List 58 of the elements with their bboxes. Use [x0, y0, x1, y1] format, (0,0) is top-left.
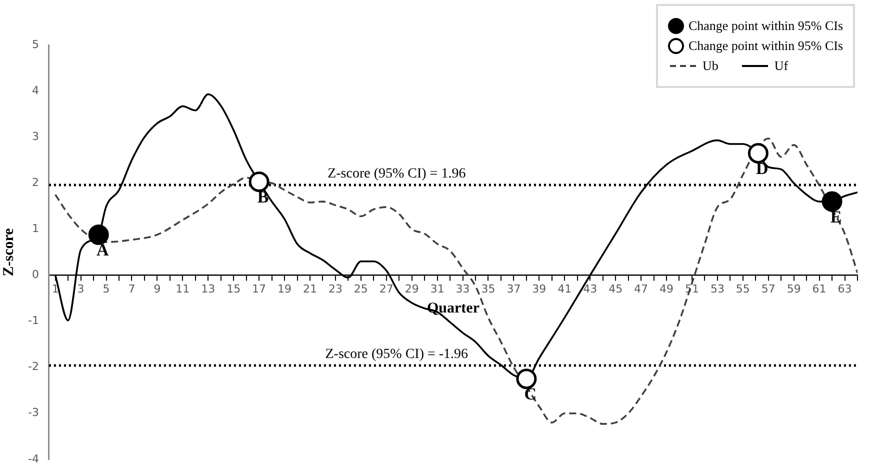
x-tick-label: 27	[379, 282, 394, 296]
y-tick-label: 0	[32, 268, 39, 282]
point	[248, 172, 270, 192]
x-tick-label: 63	[838, 282, 852, 296]
y-tick-label: -2	[28, 360, 39, 374]
x-tick-label: 3	[77, 282, 84, 296]
point	[822, 191, 842, 212]
x-tick-label: 59	[786, 282, 801, 296]
x-tick-label: 11	[176, 282, 190, 296]
x-tick-label: 45	[608, 282, 623, 296]
y-tick-label: -4	[28, 452, 39, 466]
x-tick-label: 17	[252, 282, 266, 296]
line-series	[54, 138, 858, 425]
legend-label: Change point within 95% CIs	[688, 38, 843, 54]
x-tick-label: 49	[660, 282, 674, 296]
x-tick-label: 7	[128, 282, 136, 296]
annotation: A	[96, 240, 110, 260]
y-tick-label: -3	[28, 406, 39, 420]
point	[88, 224, 109, 245]
x-tick-label: 41	[558, 282, 572, 296]
y-tick-label: 3	[32, 130, 39, 143]
annotation: C	[524, 384, 537, 404]
x-tick-label: 19	[278, 282, 292, 296]
y-tick-label: 4	[32, 84, 39, 97]
x-tick-label: 33	[456, 282, 470, 296]
x-tick-label: 61	[812, 282, 826, 296]
x-tick-label: 21	[302, 282, 317, 296]
x-tick-label: 15	[226, 282, 241, 296]
x-tick-label: 47	[634, 282, 648, 296]
point	[748, 142, 768, 164]
x-tick-label: 37	[506, 282, 521, 296]
x-tick-label: 23	[328, 282, 342, 296]
point	[516, 368, 537, 390]
ref-line-label: Z-score (95% CI) = 1.96	[328, 166, 466, 182]
y-tick-label: 1	[32, 222, 39, 236]
x-tick-label: 57	[761, 282, 776, 296]
ref-line-label: Z-score (95% CI) = -1.96	[325, 347, 468, 362]
legend-label: Change point within 95% CIs	[688, 18, 843, 34]
x-tick-label: 1	[52, 282, 59, 296]
x-tick-label: 43	[583, 282, 598, 296]
legend-label: Uf	[774, 58, 788, 74]
x-tick-label: 5	[102, 282, 110, 296]
y-tick-label: -1	[28, 314, 39, 328]
x-axis-title: Quarter	[426, 300, 480, 316]
x-tick-label: 13	[201, 282, 216, 296]
x-tick-label: 39	[532, 282, 546, 296]
x-tick-label: 53	[710, 282, 724, 296]
x-tick-label: 35	[481, 282, 496, 296]
y-tick-label: 2	[32, 176, 39, 189]
x-tick-label: 25	[354, 282, 368, 296]
x-tick-label: 55	[736, 282, 750, 296]
x-tick-label: 9	[154, 282, 161, 296]
legend-label: Ub	[702, 58, 718, 74]
x-tick-label: 31	[430, 282, 444, 296]
y-axis-title: Z-score	[0, 228, 17, 276]
x-tick-label: 29	[404, 282, 419, 296]
y-tick-label: 5	[32, 38, 39, 51]
annotation: E	[830, 207, 842, 226]
